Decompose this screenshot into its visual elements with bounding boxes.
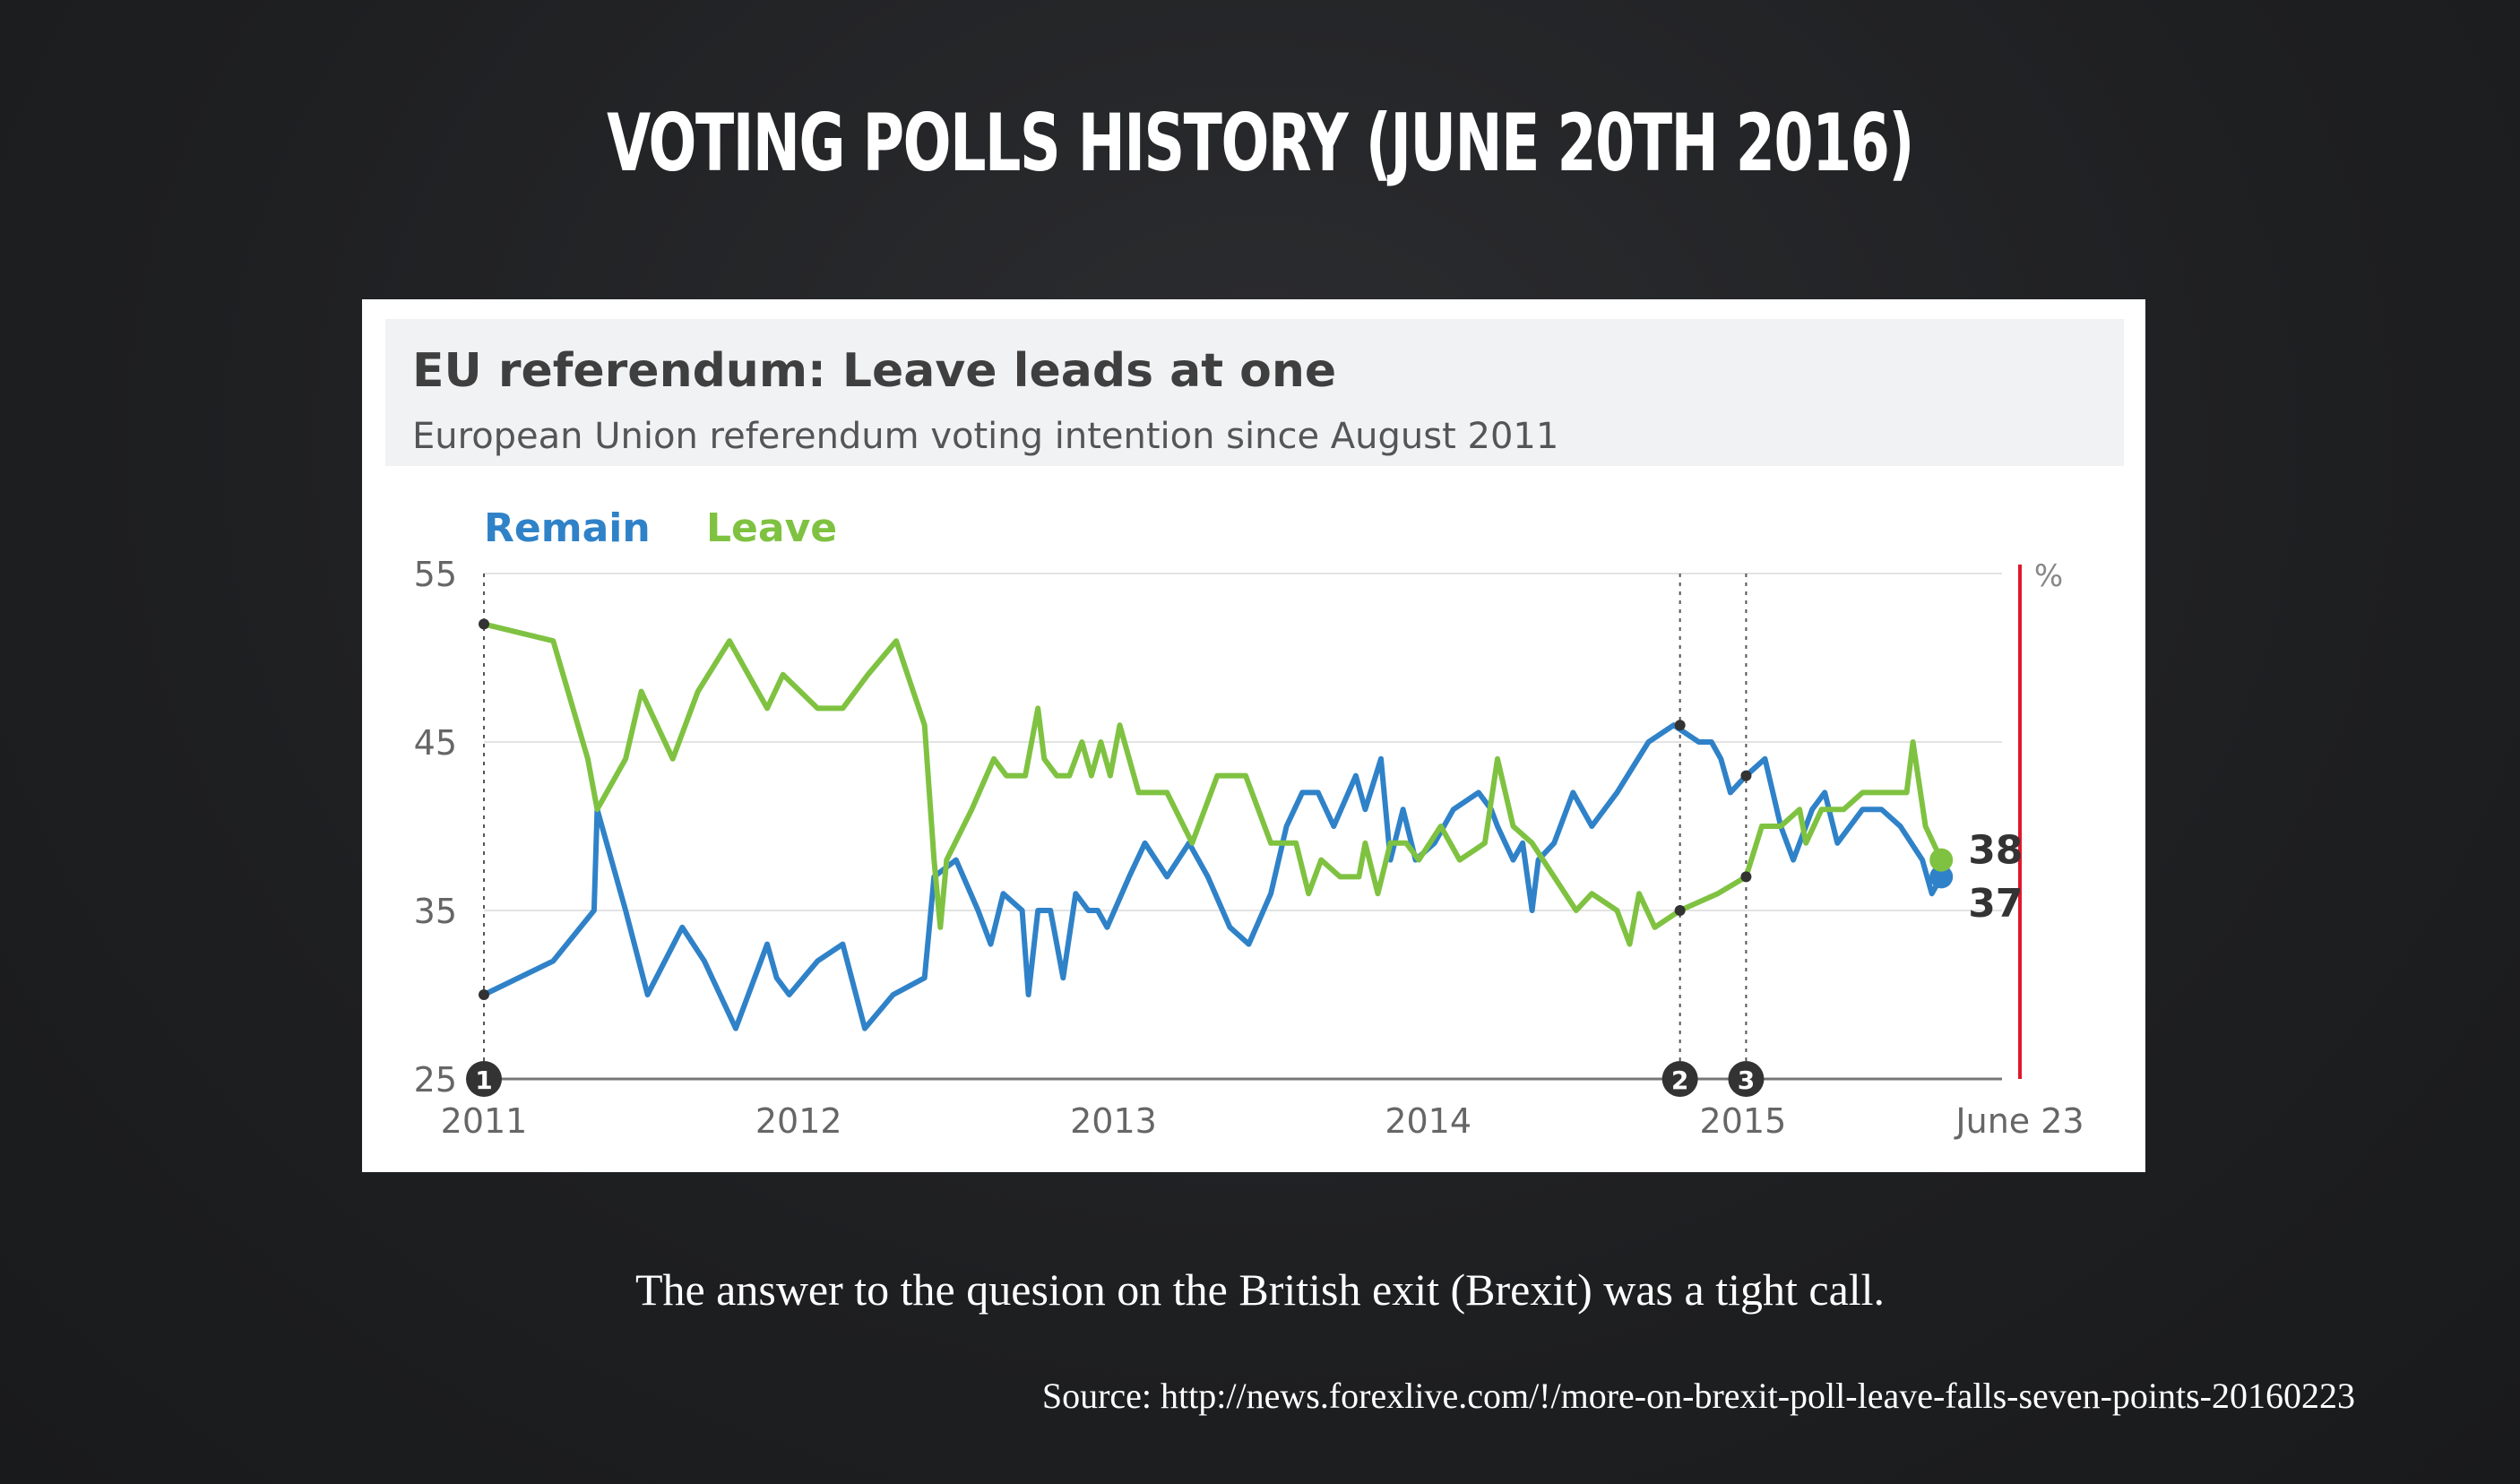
event-point [1740, 770, 1752, 781]
event-point [1674, 720, 1686, 731]
legend-item-remain: Remain [484, 505, 651, 551]
x-tick-label: 2011 [441, 1101, 528, 1141]
event-marker [466, 1061, 502, 1097]
event-point [479, 989, 489, 1000]
y-tick-label: 45 [414, 723, 457, 763]
end-value-label-leave: 38 [1968, 828, 2023, 874]
x-tick-label: June 23 [1954, 1101, 2084, 1141]
series-line-leave [483, 621, 1944, 947]
slide-caption: The answer to the quesion on the British… [634, 1264, 1886, 1315]
x-tick-label: 2015 [1700, 1101, 1787, 1141]
source-link[interactable]: Source: http://news.forexlive.com/!/more… [1041, 1376, 2355, 1416]
x-tick-label: 2013 [1070, 1101, 1157, 1141]
event-marker-label: 1 [475, 1066, 492, 1095]
chart-title: EU referendum: Leave leads at one [412, 344, 1337, 398]
event-point [1674, 905, 1686, 916]
chart-figure: EU referendum: Leave leads at one Europe… [362, 299, 2145, 1172]
event-marker [1661, 1061, 1698, 1097]
event-marker-label: 3 [1738, 1066, 1755, 1095]
event-point [1740, 871, 1752, 883]
event-marker-label: 2 [1671, 1066, 1688, 1095]
y-tick-label: 35 [414, 892, 457, 931]
unit-label: % [2034, 558, 2063, 594]
series-end-dot-remain [1929, 865, 1954, 889]
event-point [479, 618, 489, 630]
series-line-remain [482, 722, 1944, 1031]
event-marker [1728, 1061, 1765, 1097]
x-tick-label: 2012 [755, 1101, 842, 1141]
y-tick-label: 25 [414, 1060, 457, 1100]
series-end-dot-leave [1929, 848, 1954, 872]
x-tick-label: 2014 [1385, 1101, 1471, 1141]
legend-item-leave: Leave [706, 505, 837, 551]
end-value-label-remain: 37 [1968, 881, 2023, 927]
y-tick-label: 55 [414, 555, 457, 594]
chart-header: EU referendum: Leave leads at one Europe… [385, 319, 2124, 466]
chart-subtitle: European Union referendum voting intenti… [412, 416, 1559, 457]
slide-title: VOTING POLLS HISTORY (JUNE 20TH 2016) [607, 97, 1914, 189]
